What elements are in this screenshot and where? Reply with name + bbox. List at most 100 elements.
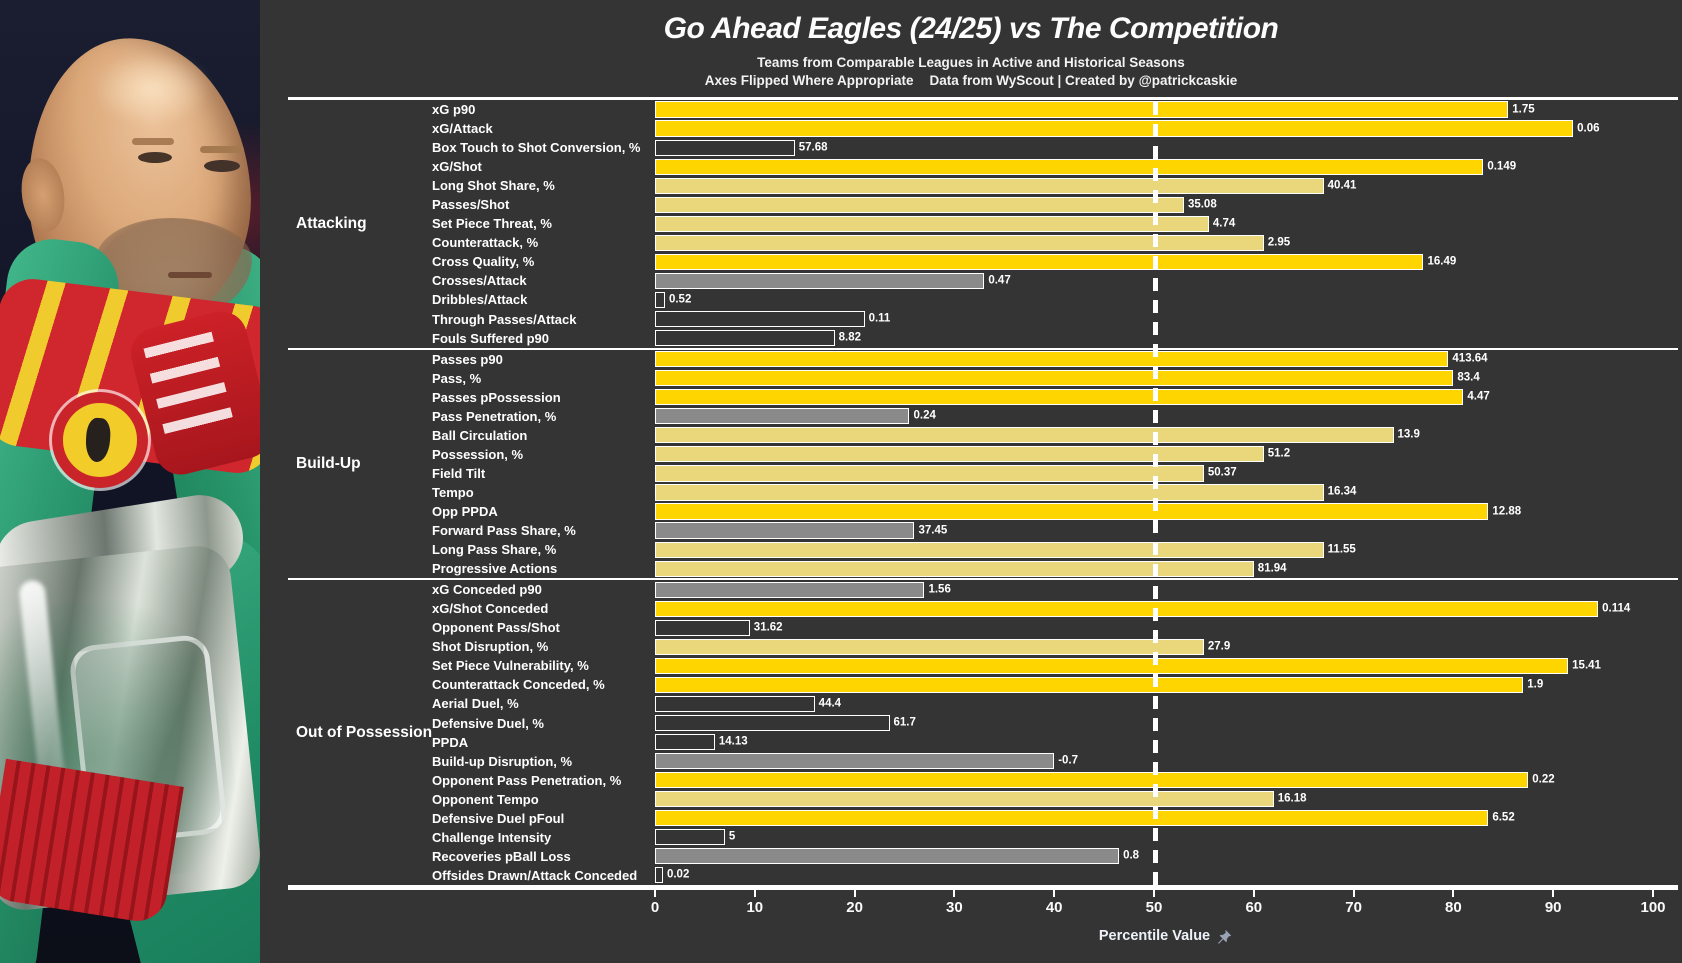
player-photo: [0, 0, 260, 963]
value-label: 4.47: [1467, 390, 1490, 403]
value-label: 0.02: [666, 868, 690, 881]
value-label: 37.45: [918, 523, 948, 536]
value-label: 0.114: [1602, 601, 1631, 614]
metric-label: Passes p90: [432, 351, 503, 367]
percentile-bar: 40.41: [655, 177, 1356, 194]
metric-row-xg-shot: xG/Shot 0.149: [288, 157, 1678, 176]
metric-label: Forward Pass Share, %: [432, 523, 576, 539]
metric-label: Opponent Pass Penetration, %: [432, 772, 622, 788]
value-label: 16.49: [1427, 255, 1457, 268]
metric-label: Aerial Duel, %: [432, 696, 519, 712]
tick-mark-0: [654, 889, 656, 897]
section-attacking: Attacking xG p90 1.75 xG/Attack 0.06 Box Touc…: [288, 100, 1678, 350]
tick-mark-50: [1153, 889, 1155, 897]
tick-label-90: 90: [1544, 898, 1562, 916]
value-label: 27.9: [1207, 640, 1231, 653]
metric-label: Pass, %: [432, 370, 482, 386]
player-mouth: [168, 272, 212, 278]
bar-track: -0.7: [655, 753, 1653, 770]
bar-track: 35.08: [655, 196, 1653, 213]
value-label: 16.34: [1327, 485, 1357, 498]
percentile-bar: 2.95: [655, 234, 1290, 251]
tick-mark-90: [1552, 889, 1555, 897]
value-label: 61.7: [893, 716, 916, 729]
metric-row-xg-shot-conceded: xG/Shot Conceded 0.114: [288, 599, 1678, 618]
percentile-bar: 0.06: [655, 120, 1600, 137]
bar-track: 0.02: [655, 867, 1653, 884]
value-label: 8.82: [838, 331, 862, 344]
metric-row-pass-penetration: Pass Penetration, % 0.24: [288, 407, 1678, 426]
value-label: 2.95: [1267, 236, 1291, 249]
tick-mark-80: [1452, 889, 1455, 897]
bar-track: 0.114: [655, 600, 1653, 617]
metric-row-ball-circulation: Ball Circulation 13.9: [288, 426, 1678, 445]
tick-mark-30: [953, 889, 956, 897]
percentile-bar: 83.4: [655, 370, 1480, 387]
bar-track: 12.88: [655, 503, 1653, 520]
percentile-bar: 50.37: [655, 465, 1237, 482]
section-build-up: Build-Up Passes p90 413.64 Pass, % 83.4 Passe…: [288, 350, 1678, 581]
scarf-club-badge: [52, 392, 148, 488]
bar-track: 16.18: [655, 791, 1653, 808]
percentile-bar: 14.13: [655, 733, 748, 751]
metric-label: Tempo: [432, 484, 474, 500]
percentile-bar: 16.49: [655, 253, 1456, 270]
tick-mark-20: [853, 889, 856, 897]
metric-row-forward-pass-share: Forward Pass Share, % 37.45: [288, 521, 1678, 540]
percentile-bar: 0.24: [655, 408, 936, 425]
percentile-bar: 13.9: [655, 427, 1420, 444]
bar-track: 81.94: [655, 560, 1653, 577]
metric-row-box-touch-to-shot-conversion: Box Touch to Shot Conversion, % 57.68: [288, 138, 1678, 157]
metric-label: Opp PPDA: [432, 504, 498, 519]
percentile-bar: 1.56: [655, 581, 951, 598]
value-label: 0.47: [988, 274, 1011, 287]
percentile-chart: Go Ahead Eagles (24/25) vs The Competiti…: [260, 0, 1682, 963]
metric-row-xg-conceded-p90: xG Conceded p90 1.56: [288, 580, 1678, 599]
metric-row-aerial-duel: Aerial Duel, % 44.4: [288, 694, 1678, 713]
metric-label: Defensive Duel, %: [432, 715, 544, 731]
credit-right: Data from WyScout | Created by @patrickc…: [929, 73, 1238, 88]
metric-row-offsides-drawn-attack-conceded: Offsides Drawn/Attack Conceded 0.02: [288, 866, 1678, 885]
metric-label: Shot Disruption, %: [432, 639, 549, 655]
tick-label-60: 60: [1245, 898, 1263, 916]
metric-label: Defensive Duel pFoul: [432, 810, 565, 826]
percentile-bar: 37.45: [655, 522, 947, 539]
metric-label: Fouls Suffered p90: [432, 330, 550, 346]
metric-label: Long Pass Share, %: [432, 542, 557, 558]
sections-host: Attacking xG p90 1.75 xG/Attack 0.06 Box Touc…: [288, 97, 1678, 890]
tick-mark-60: [1252, 889, 1255, 897]
bar-track: 37.45: [655, 522, 1653, 539]
credit-left: Axes Flipped Where Appropriate: [704, 73, 914, 88]
metric-row-opp-ppda: Opp PPDA 12.88: [288, 502, 1678, 521]
value-label: 1.75: [1512, 102, 1535, 115]
metric-label: xG/Shot Conceded: [432, 601, 549, 617]
percentile-bar: 413.64: [655, 351, 1488, 368]
metric-label: Recoveries pBall Loss: [432, 848, 571, 864]
metric-row-progressive-actions: Progressive Actions 81.94: [288, 559, 1678, 578]
bar-track: 31.62: [655, 619, 1653, 636]
metric-row-ppda: PPDA 14.13: [288, 733, 1678, 752]
bar-track: 0.8: [655, 848, 1653, 865]
value-label: 0.24: [913, 409, 936, 422]
percentile-bar: 4.74: [655, 215, 1235, 232]
tick-mark-100: [1652, 889, 1654, 897]
value-label: 0.06: [1577, 121, 1600, 134]
metric-row-xg-p90: xG p90 1.75: [288, 100, 1678, 119]
metric-label: Pass Penetration, %: [432, 408, 557, 424]
bar-track: 8.82: [655, 329, 1653, 347]
value-label: 15.41: [1572, 659, 1601, 672]
percentile-bar: 1.75: [655, 101, 1535, 118]
value-label: 1.56: [928, 582, 951, 595]
metric-row-field-tilt: Field Tilt 50.37: [288, 464, 1678, 483]
percentile-bar: 0.52: [655, 291, 691, 309]
bar-track: 6.52: [655, 810, 1653, 827]
value-label: 1.9: [1527, 678, 1544, 691]
metric-label: xG/Shot: [432, 159, 482, 175]
bar-track: 51.2: [655, 446, 1653, 463]
percentile-bar: 0.22: [655, 772, 1555, 789]
metric-label: Opponent Tempo: [432, 791, 539, 807]
metric-label: Passes/Shot: [432, 197, 510, 213]
bar-track: 44.4: [655, 695, 1653, 713]
percentile-bar: 5: [655, 829, 735, 846]
metric-row-shot-disruption: Shot Disruption, % 27.9: [288, 637, 1678, 656]
